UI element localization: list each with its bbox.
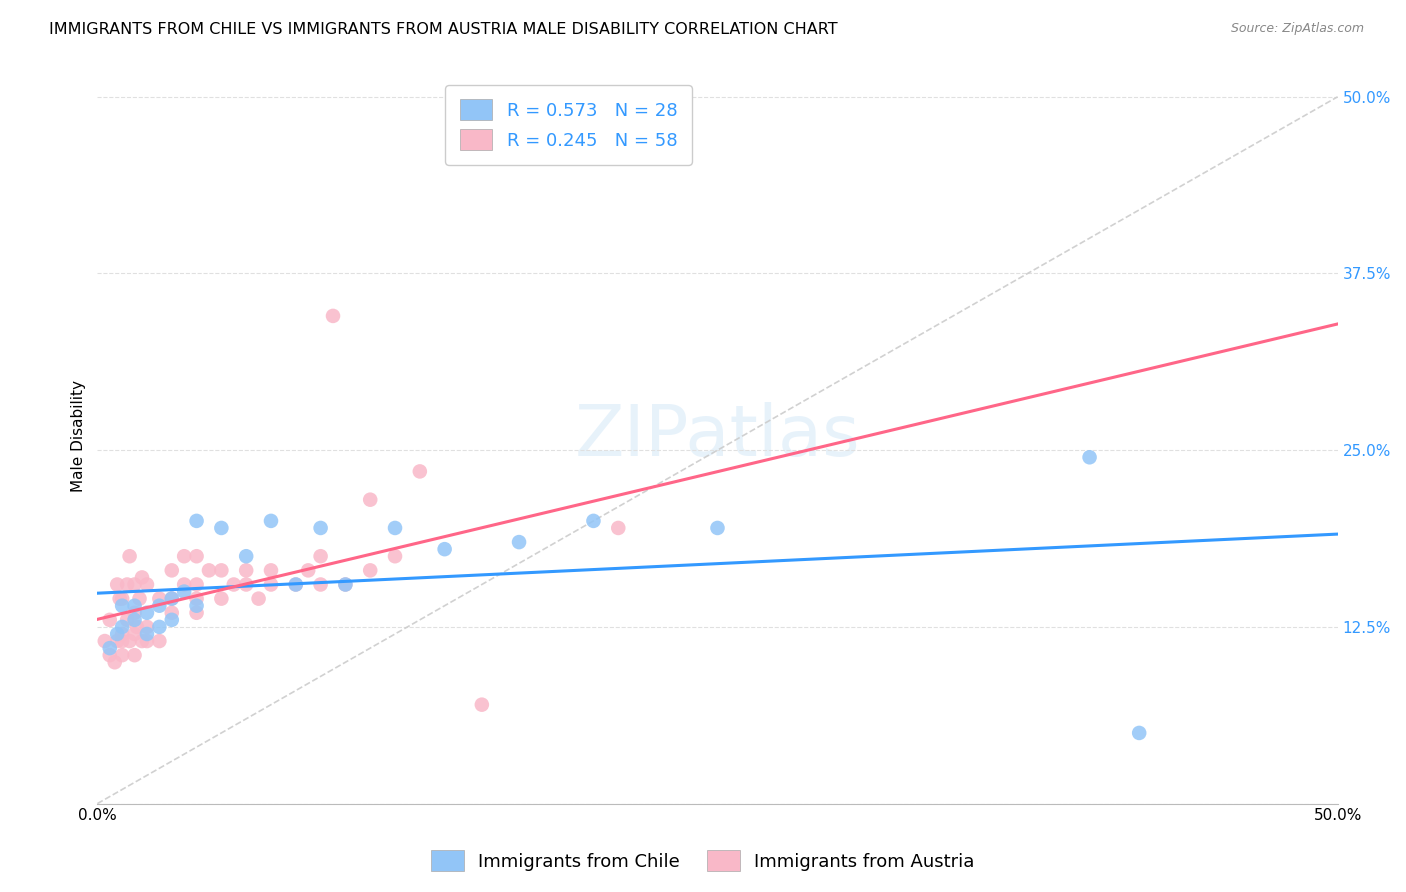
- Point: [198, 563, 221, 577]
- Point: [247, 591, 270, 606]
- Point: [186, 514, 208, 528]
- Point: [124, 648, 146, 663]
- Point: [335, 577, 357, 591]
- Point: [209, 591, 232, 606]
- Point: [125, 620, 148, 634]
- Point: [322, 309, 344, 323]
- Point: [104, 655, 127, 669]
- Point: [136, 620, 159, 634]
- Point: [260, 577, 283, 591]
- Point: [118, 634, 141, 648]
- Point: [136, 577, 159, 591]
- Point: [111, 634, 134, 648]
- Point: [235, 549, 257, 564]
- Point: [335, 577, 357, 591]
- Legend: Immigrants from Chile, Immigrants from Austria: Immigrants from Chile, Immigrants from A…: [425, 843, 981, 879]
- Point: [222, 577, 245, 591]
- Point: [706, 521, 728, 535]
- Point: [131, 570, 153, 584]
- Point: [433, 542, 456, 557]
- Point: [309, 577, 332, 591]
- Point: [173, 577, 195, 591]
- Point: [160, 591, 183, 606]
- Point: [124, 599, 146, 613]
- Point: [98, 613, 121, 627]
- Point: [297, 563, 319, 577]
- Point: [148, 591, 170, 606]
- Point: [98, 648, 121, 663]
- Point: [173, 584, 195, 599]
- Point: [1078, 450, 1101, 465]
- Point: [209, 563, 232, 577]
- Point: [128, 591, 150, 606]
- Legend: R = 0.573   N = 28, R = 0.245   N = 58: R = 0.573 N = 28, R = 0.245 N = 58: [446, 85, 692, 164]
- Point: [209, 521, 232, 535]
- Point: [105, 627, 128, 641]
- Point: [136, 606, 159, 620]
- Point: [1128, 726, 1150, 740]
- Point: [94, 634, 117, 648]
- Point: [607, 521, 630, 535]
- Point: [582, 514, 605, 528]
- Point: [235, 577, 257, 591]
- Point: [471, 698, 494, 712]
- Point: [384, 521, 406, 535]
- Text: Source: ZipAtlas.com: Source: ZipAtlas.com: [1230, 22, 1364, 36]
- Point: [186, 577, 208, 591]
- Point: [115, 577, 138, 591]
- Point: [160, 613, 183, 627]
- Point: [284, 577, 307, 591]
- Point: [160, 563, 183, 577]
- Point: [148, 634, 170, 648]
- Text: ZIPatlas: ZIPatlas: [575, 401, 860, 471]
- Point: [173, 549, 195, 564]
- Point: [235, 563, 257, 577]
- Point: [124, 606, 146, 620]
- Point: [160, 606, 183, 620]
- Point: [309, 521, 332, 535]
- Point: [359, 563, 381, 577]
- Point: [359, 492, 381, 507]
- Y-axis label: Male Disability: Male Disability: [72, 380, 86, 492]
- Point: [105, 577, 128, 591]
- Point: [118, 549, 141, 564]
- Point: [136, 627, 159, 641]
- Point: [186, 549, 208, 564]
- Point: [186, 599, 208, 613]
- Point: [508, 535, 530, 549]
- Point: [105, 634, 128, 648]
- Point: [384, 549, 406, 564]
- Point: [409, 464, 432, 478]
- Point: [160, 591, 183, 606]
- Point: [186, 606, 208, 620]
- Point: [111, 627, 134, 641]
- Point: [111, 648, 134, 663]
- Point: [124, 577, 146, 591]
- Point: [136, 634, 159, 648]
- Text: IMMIGRANTS FROM CHILE VS IMMIGRANTS FROM AUSTRIA MALE DISABILITY CORRELATION CHA: IMMIGRANTS FROM CHILE VS IMMIGRANTS FROM…: [49, 22, 838, 37]
- Point: [111, 599, 134, 613]
- Point: [186, 591, 208, 606]
- Point: [148, 599, 170, 613]
- Point: [115, 613, 138, 627]
- Point: [284, 577, 307, 591]
- Point: [108, 591, 131, 606]
- Point: [111, 591, 134, 606]
- Point: [260, 514, 283, 528]
- Point: [98, 641, 121, 656]
- Point: [309, 549, 332, 564]
- Point: [148, 620, 170, 634]
- Point: [124, 613, 146, 627]
- Point: [111, 620, 134, 634]
- Point: [124, 627, 146, 641]
- Point: [131, 634, 153, 648]
- Point: [260, 563, 283, 577]
